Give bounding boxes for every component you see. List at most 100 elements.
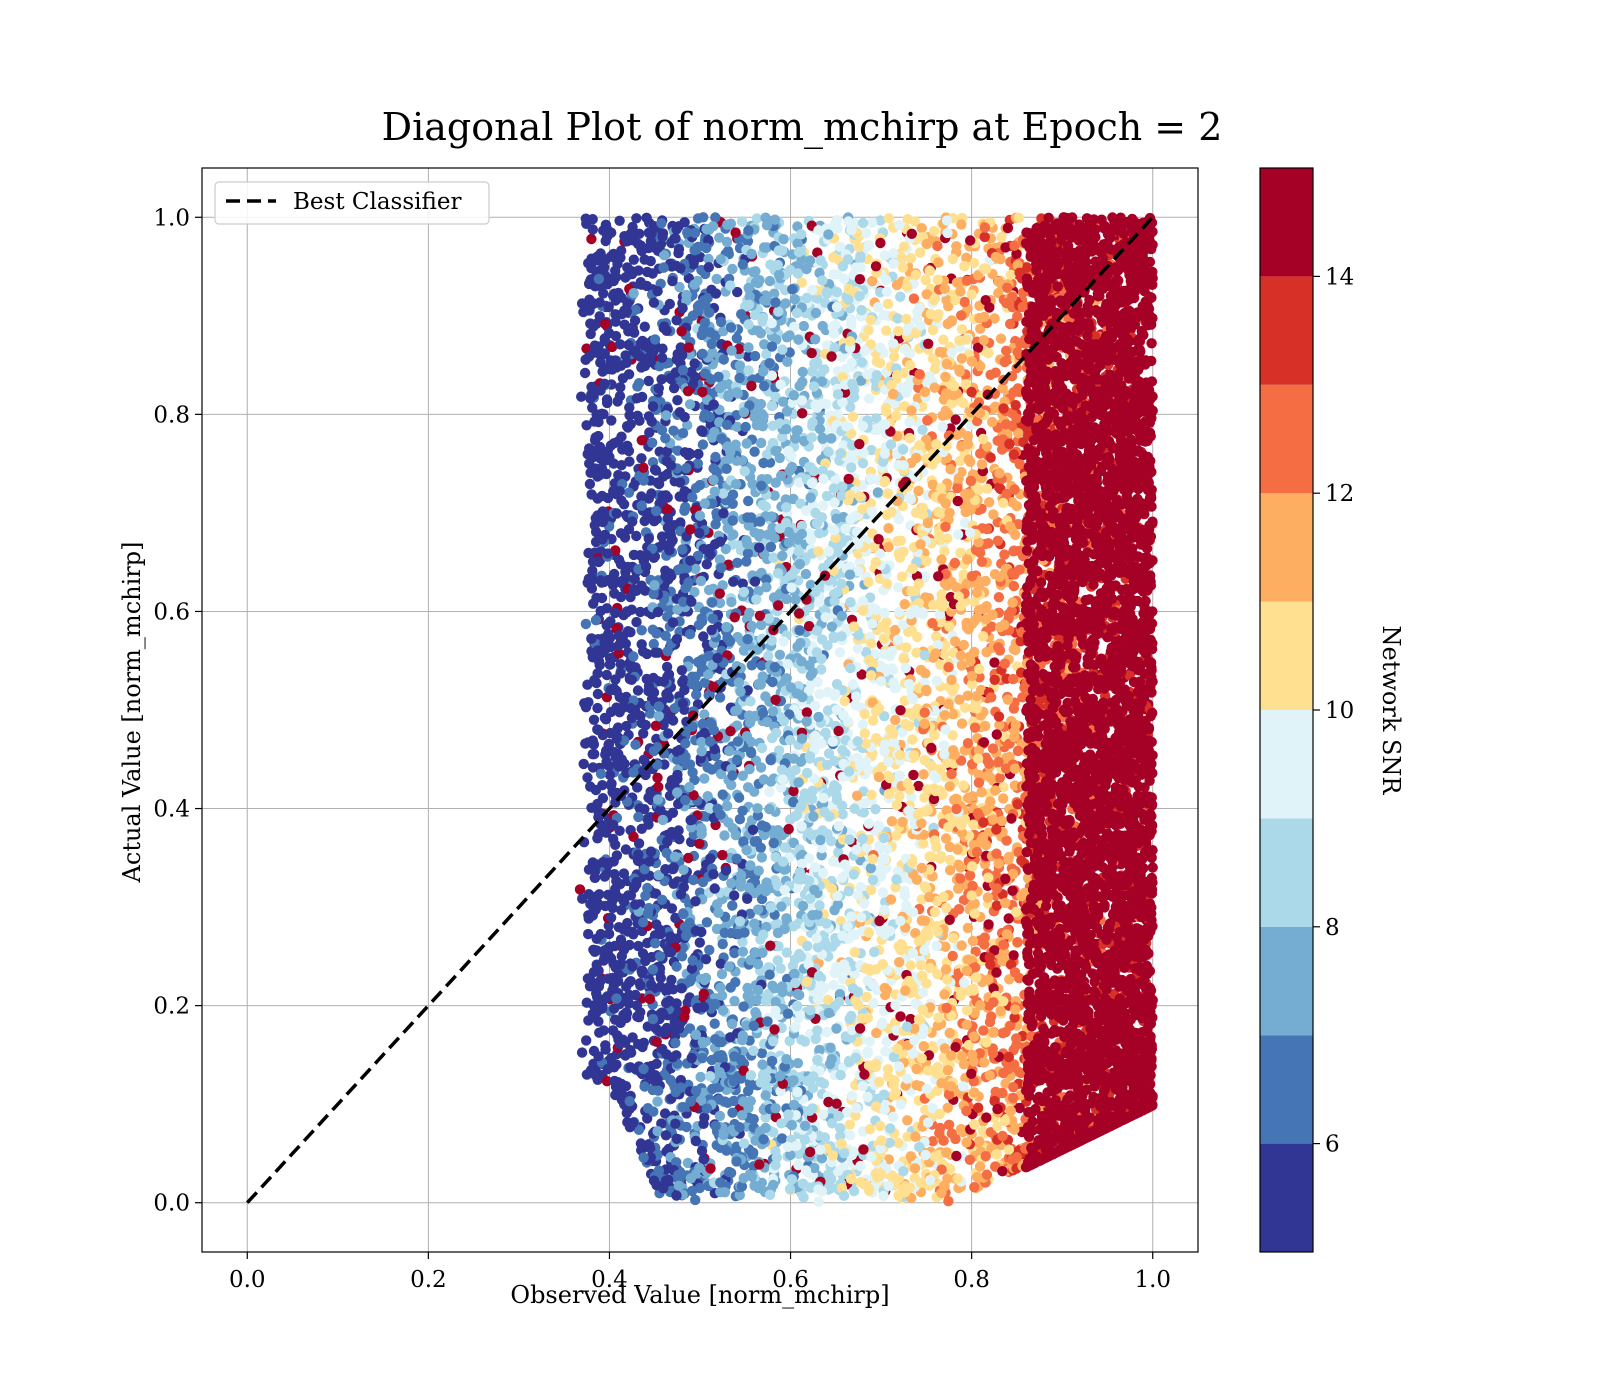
scatter-point [742, 782, 754, 793]
scatter-point [832, 223, 843, 234]
scatter-point [693, 448, 704, 460]
scatter-point [895, 1011, 906, 1022]
scatter-point [615, 591, 627, 603]
scatter-point [947, 686, 958, 697]
scatter-point [576, 391, 587, 402]
scatter-point [979, 231, 990, 243]
scatter-point [956, 940, 967, 951]
scatter-point [890, 624, 901, 636]
scatter-point [680, 501, 691, 513]
scatter-point [776, 1133, 788, 1144]
scatter-point [864, 393, 875, 404]
scatter-point [690, 1194, 701, 1206]
scatter-point [574, 884, 586, 895]
scatter-point [576, 298, 588, 309]
scatter-point [586, 233, 597, 245]
scatter-point [829, 780, 840, 791]
scatter-point [910, 507, 922, 518]
scatter-point [889, 351, 900, 362]
scatter-point [659, 1108, 671, 1119]
scatter-point [797, 408, 808, 419]
scatter-point [694, 479, 706, 491]
scatter-point [758, 380, 770, 392]
scatter-point [641, 212, 652, 223]
scatter-point [588, 714, 600, 725]
scatter-point [650, 938, 661, 949]
scatter-point [957, 397, 969, 409]
scatter-point [896, 571, 908, 582]
scatter-point [674, 281, 685, 293]
scatter-point [620, 844, 632, 855]
scatter-point [903, 678, 915, 690]
scatter-point [872, 487, 884, 498]
scatter-point [710, 519, 721, 530]
scatter-point [846, 911, 857, 922]
scatter-point [652, 477, 663, 488]
scatter-point [578, 758, 589, 770]
scatter-point [828, 979, 839, 991]
scatter-point [829, 497, 840, 508]
scatter-point [584, 478, 596, 490]
scatter-point [846, 1090, 858, 1101]
scatter-point [850, 1110, 861, 1121]
scatter-point [962, 554, 973, 565]
scatter-point [689, 586, 700, 598]
scatter-point [980, 720, 991, 732]
scatter-point [847, 411, 859, 422]
scatter-point [788, 785, 799, 797]
scatter-point [615, 382, 626, 393]
scatter-point [613, 469, 624, 481]
scatter-point [756, 660, 767, 671]
scatter-point [993, 276, 1004, 287]
scatter-point [610, 839, 621, 850]
scatter-point [995, 333, 1007, 344]
scatter-point [749, 309, 761, 321]
scatter-point [942, 1102, 953, 1114]
scatter-point [994, 719, 1005, 731]
scatter-point [820, 727, 831, 738]
scatter-point [741, 438, 752, 449]
scatter-point [978, 1057, 990, 1068]
scatter-point [648, 638, 659, 650]
scatter-point [905, 252, 917, 264]
scatter-point [849, 947, 860, 958]
scatter-point [796, 277, 807, 288]
scatter-point [962, 954, 974, 965]
scatter-point [959, 517, 971, 529]
scatter-point [772, 259, 783, 271]
scatter-point [636, 823, 647, 834]
scatter-point [776, 782, 787, 793]
scatter-point [891, 279, 903, 291]
scatter-point [912, 393, 924, 404]
scatter-point [829, 905, 840, 916]
scatter-point [745, 747, 757, 759]
scatter-point [711, 273, 722, 285]
scatter-point [629, 315, 641, 326]
scatter-point [932, 240, 943, 252]
scatter-point [717, 849, 728, 861]
scatter-point [1008, 644, 1019, 655]
scatter-point [640, 955, 651, 967]
scatter-point [605, 912, 617, 923]
scatter-point [881, 1036, 893, 1047]
scatter-point [944, 781, 955, 792]
scatter-point [632, 685, 644, 696]
scatter-point [724, 636, 736, 647]
scatter-point [860, 647, 872, 658]
scatter-point [823, 748, 835, 759]
scatter-point [583, 1015, 594, 1026]
scatter-point [814, 528, 825, 539]
scatter-point [817, 634, 828, 645]
scatter-point [690, 563, 701, 574]
scatter-point [974, 1136, 985, 1147]
scatter-point [639, 321, 650, 332]
scatter-point [857, 719, 869, 730]
scatter-point [751, 213, 763, 224]
scatter-point [756, 619, 767, 631]
scatter-point [883, 541, 894, 553]
scatter-point [714, 1110, 726, 1122]
scatter-point [702, 791, 713, 802]
scatter-point [778, 636, 789, 647]
scatter-point [706, 764, 717, 775]
scatter-point [781, 973, 793, 985]
